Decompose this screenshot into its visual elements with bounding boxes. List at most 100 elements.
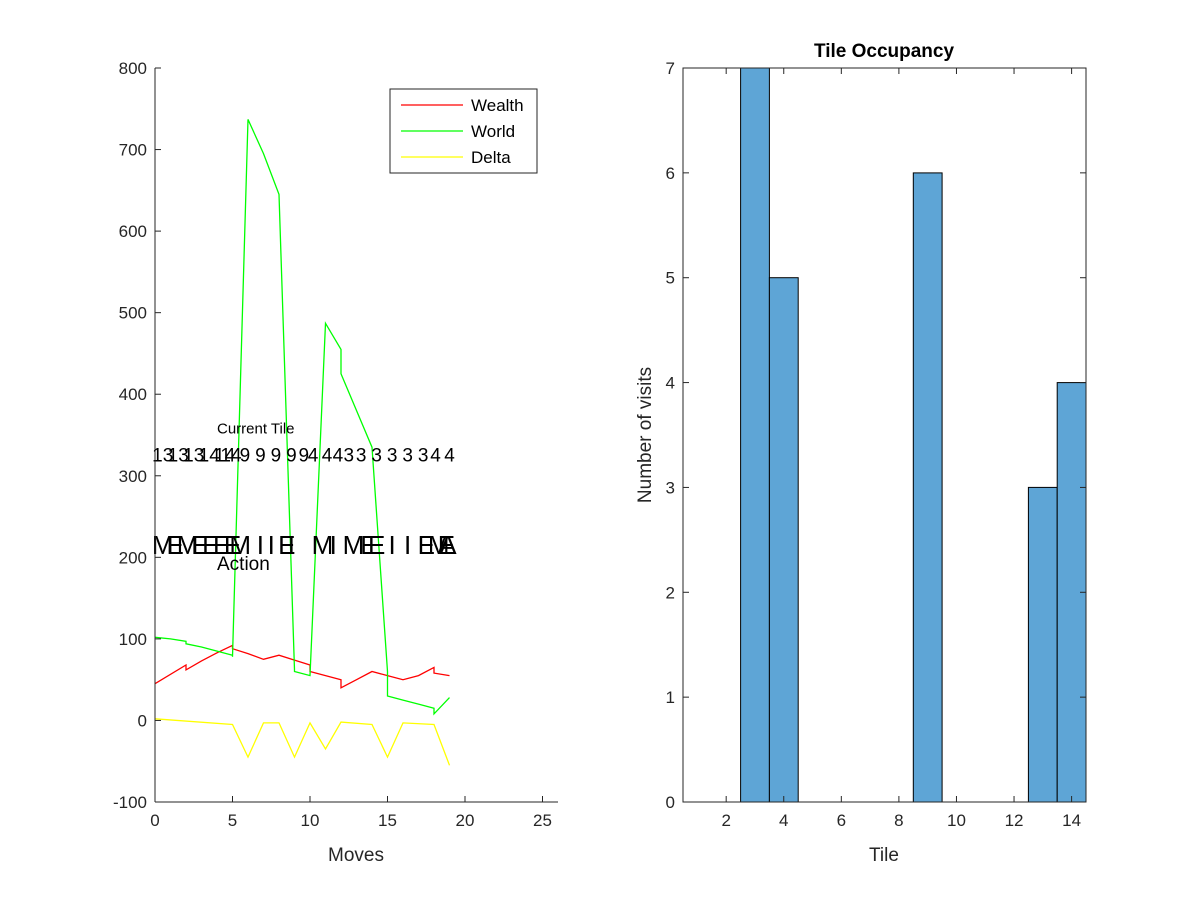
action-label: Action: [217, 554, 270, 575]
left-plot-background: [155, 68, 558, 802]
current-tile-value: 9: [271, 445, 282, 466]
action-value: E: [191, 530, 208, 560]
right-x-tick-label: 8: [894, 811, 903, 830]
action-value: I: [288, 530, 295, 560]
right-x-tick-label: 6: [837, 811, 846, 830]
left-x-tick-label: 10: [301, 811, 320, 830]
action-value: E: [224, 530, 241, 560]
current-tile-value: 4: [430, 445, 441, 466]
action-value: E: [202, 530, 219, 560]
series-line-world: [154, 119, 450, 716]
left-x-tick-label: 15: [378, 811, 397, 830]
current-tile-value: 14: [199, 445, 221, 466]
current-tile-value: 3: [356, 445, 367, 466]
action-value: E: [438, 530, 455, 560]
current-tile-value: 9: [255, 445, 266, 466]
left-y-tick-label: 800: [119, 59, 147, 78]
current-tile-value: 3: [343, 445, 354, 466]
chart-title: Tile Occupancy: [814, 41, 955, 62]
bar-tile-3: [740, 67, 770, 803]
action-value: M: [428, 530, 450, 560]
right-y-axis-label: Number of visits: [635, 367, 656, 503]
right-y-tick-label: 4: [666, 374, 675, 393]
action-value: M: [229, 530, 251, 560]
current-tile-label: Current Tile: [217, 420, 295, 437]
action-value: E: [278, 530, 295, 560]
right-y-tick-label: 5: [666, 269, 675, 288]
right-plot-box: [682, 67, 1087, 803]
legend: Wealth World Delta: [389, 88, 538, 174]
left-y-tick-label: 700: [119, 141, 147, 160]
right-y-tick-label: 0: [666, 793, 675, 812]
current-tile-value: 4: [333, 445, 344, 466]
left-y-tick-label: -100: [113, 793, 147, 812]
current-tile-value: 3: [418, 445, 429, 466]
right-x-tick-label: 10: [947, 811, 966, 830]
bar-tile-13: [1027, 486, 1058, 803]
action-value: I: [257, 530, 264, 560]
current-tile-value: 3: [387, 445, 398, 466]
left-y-tick-label: 500: [119, 304, 147, 323]
current-tile-value: 4: [308, 445, 319, 466]
action-value: M: [312, 530, 334, 560]
action-value: M: [152, 530, 174, 560]
right-y-tick-label: 7: [666, 59, 675, 78]
action-value: E: [418, 530, 435, 560]
bar-tile-4: [768, 277, 799, 803]
right-y-tick-label: 1: [666, 688, 675, 707]
legend-label-world: World: [471, 122, 515, 141]
left-x-tick-label: 0: [150, 811, 159, 830]
left-x-ticks: 0 5 10 15 20 25: [150, 796, 552, 830]
current-tile-value: 13: [183, 445, 204, 466]
action-value: I: [330, 530, 337, 560]
action-value: E: [360, 530, 377, 560]
action-value: I: [268, 530, 275, 560]
current-tile-value: 4: [444, 445, 455, 466]
action-value: E: [368, 530, 385, 560]
left-y-tick-label: 600: [119, 222, 147, 241]
right-x-tick-label: 4: [779, 811, 788, 830]
left-y-ticks: -100 0 100 200 300 400 500 600 700 800: [113, 59, 161, 812]
left-y-tick-label: 400: [119, 385, 147, 404]
current-tile-value: 4: [322, 445, 333, 466]
series-line-delta: [154, 718, 451, 766]
legend-label-wealth: Wealth: [471, 96, 524, 115]
right-y-tick-label: 3: [666, 478, 675, 497]
current-tile-value: 9: [240, 445, 251, 466]
left-x-axis-label: Moves: [328, 845, 384, 866]
action-value: E: [213, 530, 230, 560]
bar-group: [740, 67, 1087, 803]
current-tile-value: 14: [214, 445, 236, 466]
right-x-ticks: 2 4 6 8 10 12 14: [721, 68, 1081, 830]
current-tile-value: 3: [371, 445, 382, 466]
left-y-tick-label: 0: [138, 711, 147, 730]
right-x-axis-label: Tile: [869, 845, 899, 866]
right-x-tick-label: 14: [1062, 811, 1081, 830]
bar-tile-9: [912, 172, 943, 803]
right-y-tick-label: 6: [666, 164, 675, 183]
current-tile-value: 14: [220, 445, 242, 466]
right-x-tick-label: 12: [1005, 811, 1024, 830]
line-series-group: [154, 119, 451, 766]
right-y-tick-label: 2: [666, 583, 675, 602]
action-value: A: [439, 530, 457, 560]
left-y-tick-label: 200: [119, 548, 147, 567]
left-x-tick-label: 5: [228, 811, 237, 830]
current-tile-value: 3: [402, 445, 413, 466]
right-y-ticks: 0 1 2 3 4 5 6 7: [666, 59, 1086, 812]
current-tile-value: 13: [152, 445, 173, 466]
action-value: I: [389, 530, 396, 560]
action-value: M: [177, 530, 199, 560]
left-y-tick-label: 300: [119, 467, 147, 486]
right-x-tick-label: 2: [721, 811, 730, 830]
left-x-tick-label: 20: [456, 811, 475, 830]
current-tile-value: 13: [168, 445, 189, 466]
left-y-tick-label: 100: [119, 630, 147, 649]
